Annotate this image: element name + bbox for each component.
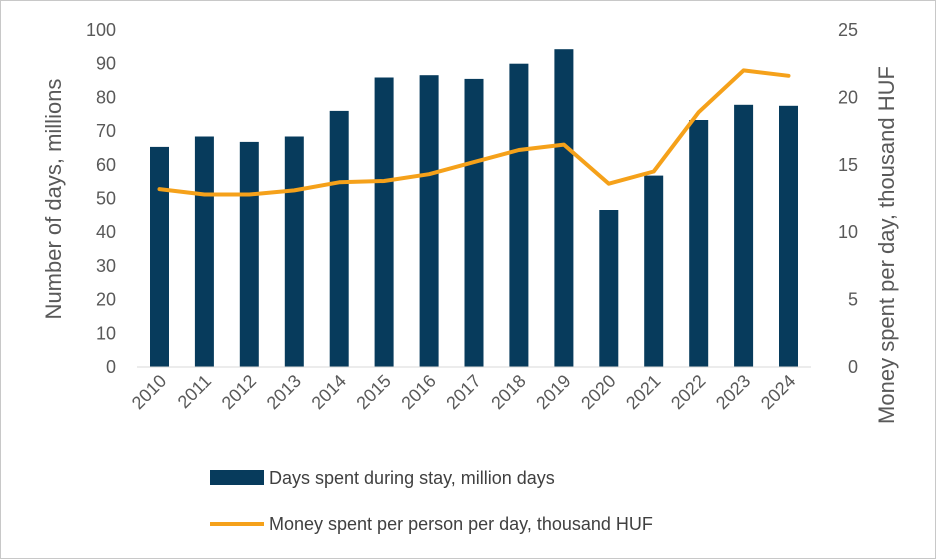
- y-tick-label: 40: [96, 222, 116, 242]
- bar: [284, 136, 304, 367]
- bar: [194, 136, 214, 367]
- y-tick-label: 10: [96, 323, 116, 343]
- x-tick-label: 2015: [353, 371, 395, 413]
- y-tick-label: 50: [96, 189, 116, 209]
- y2-tick-label: 20: [838, 87, 858, 107]
- y2-tick-label: 0: [848, 357, 858, 377]
- bar: [644, 175, 664, 367]
- y-tick-label: 80: [96, 87, 116, 107]
- bar: [509, 63, 529, 367]
- x-tick-label: 2019: [532, 371, 574, 413]
- money-line: [157, 68, 791, 197]
- bar: [419, 75, 439, 367]
- legend-swatch-bar: [210, 470, 264, 485]
- bar: [599, 210, 619, 367]
- x-tick-label: 2017: [442, 371, 484, 413]
- legend-label-line: Money spent per person per day, thousand…: [269, 514, 653, 534]
- y-tick-label: 30: [96, 256, 116, 276]
- y2-tick-label: 10: [838, 222, 858, 242]
- y-axis-title: Number of days, millions: [41, 79, 66, 320]
- y-tick-label: 100: [86, 20, 116, 40]
- line-series-group: [157, 68, 791, 197]
- x-tick-label: 2013: [263, 371, 305, 413]
- x-axis-ticks: 2010 2011 2012 2013 2014 2015 2016 2017 2018 2019…: [128, 371, 800, 413]
- legend-label-bar: Days spent during stay, million days: [269, 468, 555, 488]
- y-tick-label: 70: [96, 121, 116, 141]
- bar: [734, 104, 754, 368]
- bar: [464, 78, 484, 368]
- y-tick-label: 0: [106, 357, 116, 377]
- left-axis-ticks: 0 10 20 30 40 50 60 70 80 90 100: [86, 20, 116, 377]
- x-tick-label: 2021: [622, 371, 664, 413]
- x-tick-label: 2024: [757, 371, 799, 413]
- bar: [554, 49, 574, 367]
- y2-tick-label: 5: [848, 290, 858, 310]
- y2-tick-label: 15: [838, 155, 858, 175]
- bar: [779, 105, 798, 368]
- x-tick-label: 2022: [667, 371, 709, 413]
- x-tick-label: 2018: [487, 371, 529, 413]
- bar: [239, 141, 259, 367]
- bar: [329, 110, 349, 368]
- x-tick-label: 2011: [174, 371, 216, 413]
- bar-series: [150, 49, 798, 368]
- bar: [689, 120, 709, 367]
- x-tick-label: 2023: [712, 371, 754, 413]
- legend: Days spent during stay, million days Mon…: [210, 468, 653, 534]
- x-tick-label: 2012: [218, 371, 260, 413]
- y2-axis-title: Money spent per day, thousand HUF: [874, 66, 899, 424]
- right-axis-ticks: 0 5 10 15 20 25: [838, 20, 858, 377]
- y-tick-label: 90: [96, 54, 116, 74]
- x-tick-label: 2014: [308, 371, 350, 413]
- x-tick-label: 2016: [397, 371, 439, 413]
- bar: [150, 146, 169, 367]
- bar: [374, 77, 394, 367]
- y-tick-label: 20: [96, 290, 116, 310]
- x-tick-label: 2010: [128, 371, 170, 413]
- x-tick-label: 2020: [577, 371, 619, 413]
- y-tick-label: 60: [96, 155, 116, 175]
- y2-tick-label: 25: [838, 20, 858, 40]
